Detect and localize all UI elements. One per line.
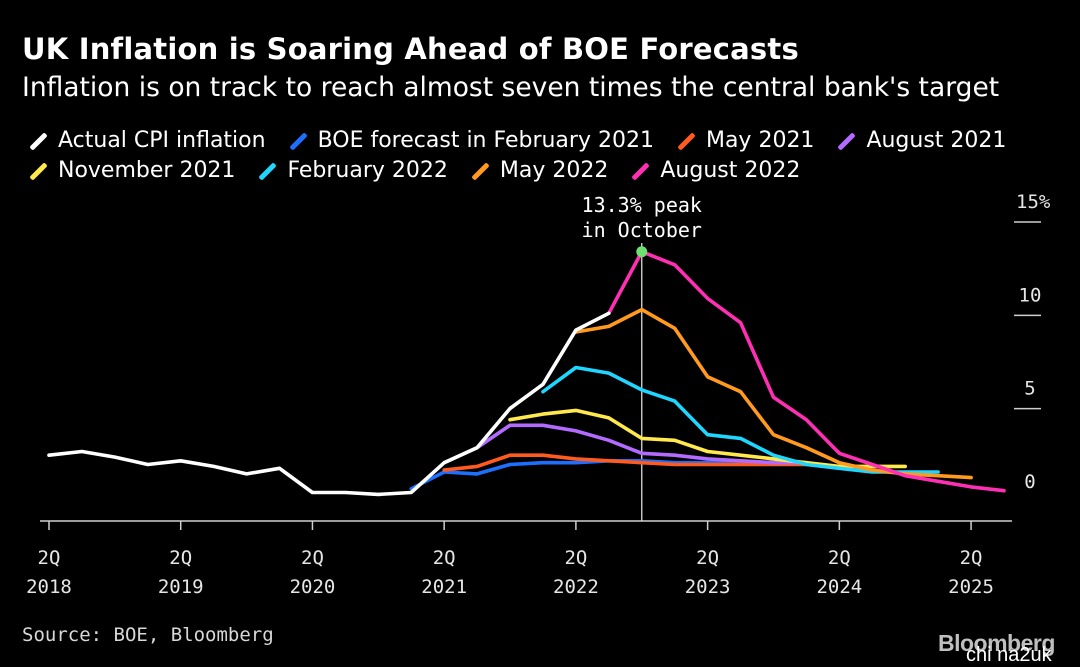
x-tick-label-year: 2020 [290,576,336,598]
legend-item-feb-2022: February 2022 [257,156,448,186]
series-line-february-2022 [541,365,940,474]
watermark: chi na2uk [966,644,1052,666]
y-tick-label: 0 [1024,471,1035,493]
legend-item-feb-2021: BOE forecast in February 2021 [288,126,654,156]
series-line-august-2021 [475,423,809,465]
x-tick-label-quarter: 2Q [433,547,456,569]
x-tick-label-quarter: 2Q [38,547,61,569]
chart-title: UK Inflation is Soaring Ahead of BOE For… [22,32,799,66]
source-note: Source: BOE, Bloomberg [22,624,274,646]
x-tick-label-year: 2024 [816,576,862,598]
peak-marker [636,246,648,258]
annotation-label-line1: 13.3% peak [582,193,702,217]
x-tick-label-year: 2023 [685,576,731,598]
legend-row-1: Actual CPI inflation BOE forecast in Feb… [28,126,1068,156]
chart-subtitle: Inflation is on track to reach almost se… [22,72,1000,103]
legend-item-may-2021: May 2021 [676,126,814,156]
legend-label: Actual CPI inflation [58,128,266,153]
line-chart: 2Q 2018 2Q 2019 2Q 2020 2Q 2021 2Q 2022 2Q 2023 2Q 20… [26,191,1051,598]
legend-label: August 2022 [660,158,801,183]
x-tick-label-year: 2021 [421,576,467,598]
annotation-label-line2: in October [582,218,702,242]
x-tick-label-quarter: 2Q [828,547,851,569]
series-line-may-2021 [442,453,809,472]
bloomberg-logo: Bloomberg [938,630,1055,656]
x-tick-label-year: 2019 [158,576,204,598]
legend-label: August 2021 [866,128,1007,153]
x-tick-label-year: 2025 [948,576,994,598]
series-line-august-2022 [606,249,1006,493]
legend-label: February 2022 [287,158,448,183]
legend-item-actual-cpi: Actual CPI inflation [28,126,266,156]
legend-item-nov-2021: November 2021 [28,156,235,186]
x-tick-label-quarter: 2Q [696,547,719,569]
y-tick-label: 10 [1019,284,1042,306]
legend-label: November 2021 [58,158,236,183]
legend-item-may-2022: May 2022 [470,156,608,186]
series-line-november-2021 [508,408,908,469]
x-tick-label-quarter: 2Q [564,547,587,569]
series-line-actual-cpi-inflation [47,311,611,497]
x-tick-label-year: 2022 [553,576,599,598]
x-tick-label-quarter: 2Q [960,547,983,569]
legend-row-2: November 2021 February 2022 May 2022 Aug… [28,156,1068,186]
legend-label: May 2022 [499,158,609,183]
x-tick-label-quarter: 2Q [301,547,324,569]
legend-item-aug-2021: August 2021 [836,126,1006,156]
legend: Actual CPI inflation BOE forecast in Feb… [28,126,1068,186]
series-layer [47,243,1006,521]
y-tick-label: 15% [1016,191,1051,213]
x-tick-label-year: 2018 [26,576,72,598]
legend-item-aug-2022: August 2022 [630,156,800,186]
y-tick-label: 5 [1024,378,1035,400]
legend-label: May 2021 [705,128,815,153]
x-tick-label-quarter: 2Q [169,547,192,569]
legend-label: BOE forecast in February 2021 [317,128,654,153]
axis-layer: 2Q 2018 2Q 2019 2Q 2020 2Q 2021 2Q 2022 2Q 2023 2Q 20… [26,191,1051,598]
